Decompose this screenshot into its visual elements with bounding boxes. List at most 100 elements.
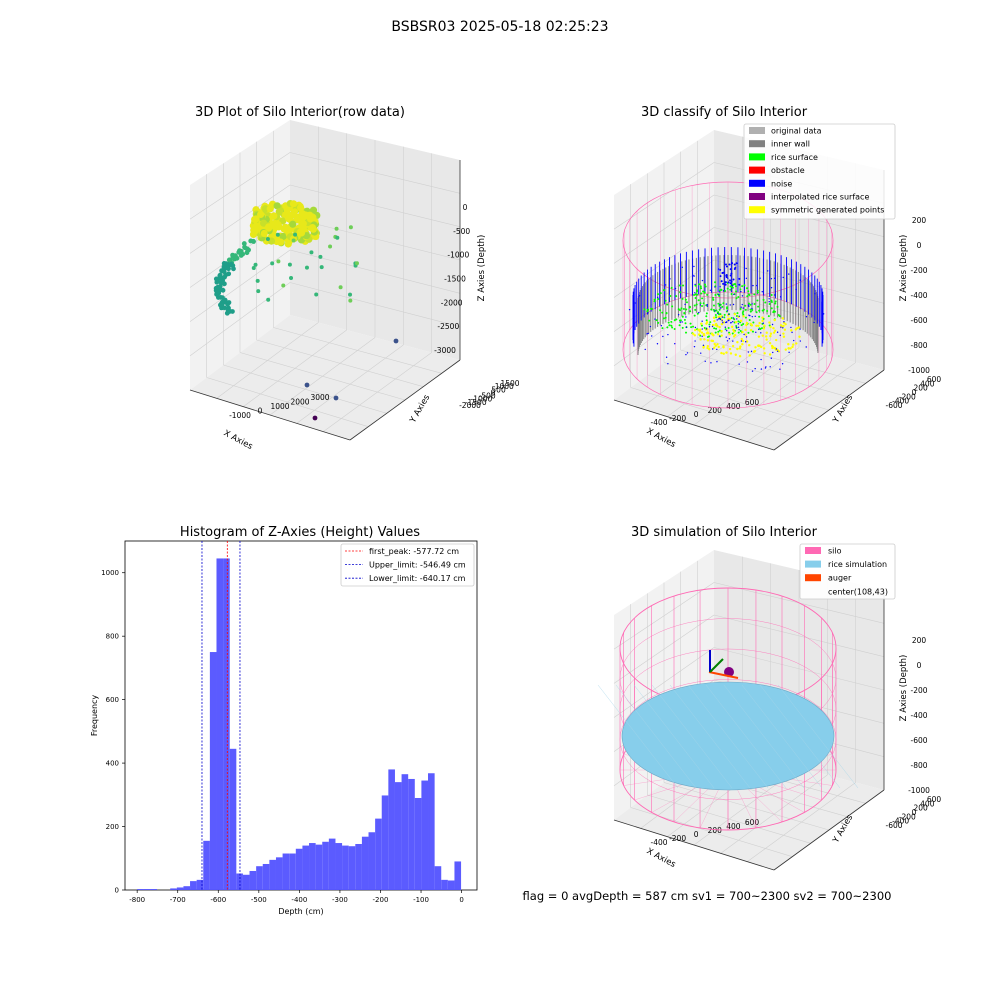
- p2-symmetric-point: [789, 347, 792, 350]
- p2-noise-point: [694, 340, 696, 342]
- p2-rice-surface-point: [744, 316, 747, 319]
- p4-rice-mesh: [759, 684, 841, 789]
- p2-noise-point: [728, 263, 731, 266]
- p2-rice-surface-point: [700, 287, 703, 290]
- p2-symmetric-point: [712, 316, 716, 319]
- p2-symmetric-point: [711, 339, 715, 343]
- p1-z-axis-label: Z Axies (Depth): [477, 235, 487, 302]
- p1-point: [328, 244, 333, 249]
- p4-z-tick-label: 0: [917, 661, 922, 670]
- p3-histogram-bar: [361, 836, 369, 890]
- p2-rice-surface-point: [774, 300, 777, 303]
- p3-legend-box: [340, 543, 475, 587]
- p2-rice-surface-point: [739, 307, 742, 310]
- p2-rice-surface-point: [682, 307, 685, 310]
- p2-noise-point: [719, 304, 721, 306]
- p1-point: [241, 241, 247, 246]
- p4-y-axis-line: [773, 789, 885, 871]
- p2-rice-surface-point: [666, 303, 669, 306]
- p1-point: [221, 269, 227, 275]
- p1-z-tick-label: -1000: [447, 251, 469, 260]
- p1-point: [293, 232, 298, 237]
- p2-noise-point: [725, 303, 728, 305]
- p2-noise-point: [686, 352, 689, 354]
- p2-noise-point: [729, 274, 732, 277]
- p2-noise-point: [721, 316, 724, 318]
- p2-rice-surface-point: [715, 316, 718, 319]
- p2-symmetric-point: [733, 313, 737, 316]
- p3-legend-label: Lower_limit: -640.17 cm: [369, 574, 466, 583]
- p1-point: [297, 229, 306, 237]
- p2-noise-point: [674, 287, 677, 290]
- p4-y-tick-label: 600: [927, 795, 942, 804]
- p2-rice-surface-point: [673, 328, 676, 331]
- p4-x-axis-line: [613, 819, 775, 871]
- p2-rice-surface-point: [736, 312, 739, 315]
- p2-noise-point: [654, 318, 656, 320]
- p2-noise-point: [788, 351, 790, 354]
- p2-rice-surface-point: [746, 295, 749, 298]
- p2-noise-point: [722, 271, 725, 274]
- p3-histogram-bar: [176, 887, 184, 890]
- p2-symmetric-point: [718, 326, 721, 329]
- p2-rice-surface-point: [718, 289, 721, 292]
- p3-y-tick-label: 200: [106, 823, 119, 831]
- p2-symmetric-point: [745, 321, 749, 325]
- p2-rice-surface-point: [688, 306, 691, 309]
- p2-symmetric-point: [782, 335, 786, 338]
- p2-noise-point: [730, 280, 733, 283]
- p1-x-tick-label: 1000: [270, 402, 289, 411]
- p2-symmetric-point: [784, 323, 787, 326]
- p3-histogram-bar: [242, 874, 250, 890]
- p2-symmetric-point: [720, 329, 723, 333]
- p2-noise-point: [727, 319, 730, 321]
- p2-symmetric-point: [716, 343, 719, 346]
- p2-symmetric-point: [732, 330, 736, 333]
- p2-rice-surface-point: [657, 321, 660, 324]
- p2-noise-point: [769, 366, 771, 368]
- p2-noise-point: [685, 326, 688, 328]
- p2-y-axis-line: [773, 369, 885, 451]
- p4-z-tick-label: -800: [910, 761, 927, 770]
- p2-rice-surface-point: [748, 294, 751, 297]
- p3-histogram-bar: [289, 853, 296, 890]
- p3-histogram-bar: [454, 861, 462, 890]
- p2-rice-surface-point: [737, 320, 740, 323]
- p2-noise-point: [751, 307, 753, 310]
- p2-noise-point: [754, 367, 756, 370]
- p1-y-tick-label: -1000: [471, 395, 493, 404]
- p4-z-tick-label: -200: [910, 686, 927, 695]
- p2-y-tick-label: -200: [899, 392, 916, 401]
- p2-rice-surface-point: [747, 290, 750, 293]
- p2-rice-surface-point: [665, 312, 668, 315]
- p2-symmetric-point: [768, 321, 771, 324]
- p1-x-tick-label: -1000: [229, 411, 251, 420]
- p2-rice-surface-point: [669, 295, 672, 298]
- p2-noise-point: [735, 262, 738, 265]
- p2-symmetric-point: [741, 330, 744, 334]
- p2-noise-point: [732, 321, 734, 323]
- p2-noise-point: [705, 328, 708, 330]
- p1-point: [348, 292, 353, 297]
- p2-symmetric-point: [771, 346, 774, 350]
- p4-z-tick-label: -400: [910, 711, 927, 720]
- p1-point: [289, 220, 297, 228]
- p1-point: [289, 276, 294, 281]
- p2-noise-point: [805, 316, 808, 318]
- p2-noise-point: [799, 279, 801, 281]
- p2-rice-surface-point: [705, 312, 708, 315]
- p2-rice-surface-point: [694, 308, 697, 311]
- p2-symmetric-point: [722, 346, 725, 349]
- p2-symmetric-point: [764, 335, 768, 338]
- p1-y-tick-label: 500: [491, 385, 506, 394]
- p2-noise-point: [693, 345, 696, 348]
- p1-y-tick-label: -1500: [465, 398, 487, 407]
- p2-rice-surface-point: [678, 284, 681, 287]
- p1-point: [334, 226, 339, 231]
- p1-z-tick-label: -1500: [444, 275, 466, 284]
- p2-rice-surface-point: [732, 283, 735, 286]
- p2-legend-label: noise: [771, 179, 792, 188]
- p2-noise-point: [694, 292, 696, 294]
- p2-rice-surface-point: [709, 321, 712, 324]
- p2-z-axis-label: Z Axies (Depth): [899, 235, 909, 302]
